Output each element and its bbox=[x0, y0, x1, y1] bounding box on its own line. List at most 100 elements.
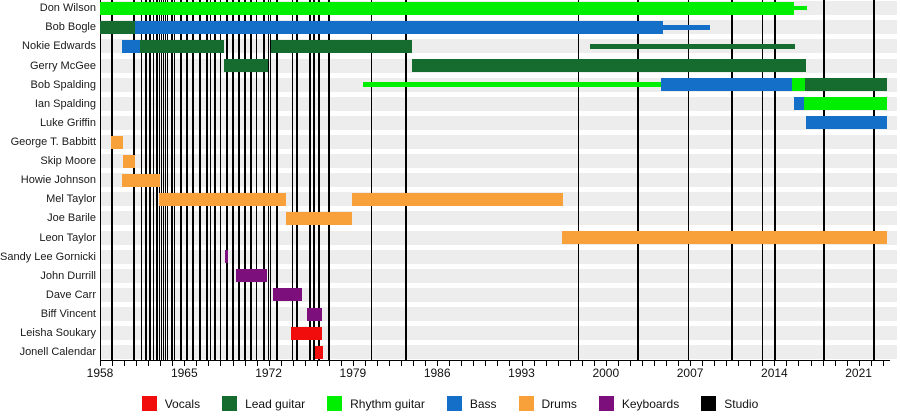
axis-year-label: 2000 bbox=[592, 366, 620, 380]
axis-tick bbox=[172, 361, 174, 366]
studio-album-line bbox=[731, 0, 733, 360]
axis-tick bbox=[280, 361, 282, 366]
studio-album-line bbox=[171, 0, 173, 360]
axis-tick bbox=[834, 361, 836, 366]
bar-rhythm-guitar bbox=[363, 82, 661, 87]
row-stripe bbox=[100, 306, 897, 321]
axis-tick bbox=[148, 361, 150, 366]
bar-keyboards bbox=[306, 307, 323, 321]
bar-lead-guitar bbox=[100, 20, 135, 34]
axis-tick bbox=[100, 361, 101, 366]
axis-year-label: 1965 bbox=[170, 366, 198, 380]
studio-album-line bbox=[219, 0, 222, 360]
studio-album-line bbox=[267, 0, 269, 360]
member-label: Bob Spalding bbox=[30, 78, 96, 91]
member-label: Nokie Edwards bbox=[22, 40, 96, 53]
axis-tick bbox=[750, 361, 752, 366]
studio-album-line bbox=[276, 0, 278, 360]
legend-color-swatch bbox=[222, 396, 238, 411]
axis-tick bbox=[714, 361, 716, 366]
studio-album-line bbox=[296, 0, 298, 360]
legend-item-bass: Bass bbox=[446, 396, 497, 411]
studio-album-line bbox=[577, 0, 580, 360]
axis-tick bbox=[485, 361, 487, 366]
studio-album-line bbox=[214, 0, 216, 360]
studio-album-line bbox=[761, 0, 764, 360]
axis-tick bbox=[268, 361, 270, 366]
axis-tick bbox=[846, 361, 848, 366]
axis-tick bbox=[208, 361, 210, 366]
member-label: John Durrill bbox=[40, 269, 96, 282]
bar-rhythm-guitar bbox=[791, 78, 805, 92]
axis-tick bbox=[798, 361, 800, 366]
axis-tick bbox=[726, 361, 728, 366]
legend: Vocals Lead guitar Rhythm guitar Bass Drums K… bbox=[0, 396, 900, 411]
axis-tick bbox=[413, 361, 415, 366]
bar-lead-guitar bbox=[224, 59, 269, 72]
studio-album-line bbox=[823, 0, 825, 360]
axis-tick bbox=[762, 361, 764, 366]
legend-item-drums: Drums bbox=[518, 396, 577, 411]
bar-drums bbox=[562, 231, 887, 244]
axis-tick bbox=[605, 361, 607, 366]
bar-bass bbox=[794, 97, 804, 111]
member-label: Joe Barile bbox=[47, 212, 96, 225]
axis-year-label: 1986 bbox=[423, 366, 451, 380]
studio-album-line bbox=[309, 0, 311, 360]
bar-drums bbox=[122, 173, 160, 187]
legend-label: Bass bbox=[469, 396, 497, 411]
row-stripe bbox=[100, 154, 897, 169]
bar-drums bbox=[285, 211, 353, 225]
bar-drums bbox=[111, 135, 123, 149]
legend-label: Keyboards bbox=[621, 396, 680, 411]
member-label: Don Wilson bbox=[39, 2, 96, 15]
studio-album-line bbox=[318, 0, 320, 360]
member-label: Mel Taylor bbox=[46, 193, 96, 206]
legend-color-swatch bbox=[518, 396, 534, 411]
studio-album-line bbox=[328, 0, 330, 360]
axis-tick bbox=[256, 361, 258, 366]
studio-album-line bbox=[160, 0, 162, 360]
studio-album-line bbox=[255, 0, 258, 360]
studio-album-line bbox=[192, 0, 194, 360]
row-stripe bbox=[100, 96, 897, 111]
axis-tick bbox=[858, 361, 860, 366]
member-label: Ian Spalding bbox=[34, 97, 96, 110]
legend-item-rhythm-guitar: Rhythm guitar bbox=[327, 396, 425, 411]
axis-tick bbox=[352, 361, 354, 366]
studio-album-line bbox=[173, 0, 176, 360]
member-label: Leon Taylor bbox=[39, 231, 96, 244]
axis-tick bbox=[521, 361, 523, 366]
legend-label: Rhythm guitar bbox=[350, 396, 425, 411]
axis-tick bbox=[364, 361, 366, 366]
studio-album-line bbox=[199, 0, 201, 360]
axis-tick bbox=[449, 361, 451, 366]
axis-tick bbox=[340, 361, 342, 366]
member-label: Gerry McGee bbox=[29, 59, 96, 72]
bar-lead-guitar bbox=[140, 39, 225, 53]
bar-bass bbox=[806, 116, 887, 130]
axis-tick bbox=[702, 361, 704, 366]
studio-album-line bbox=[226, 0, 228, 360]
axis-tick bbox=[666, 361, 667, 366]
axis-tick bbox=[497, 361, 499, 366]
row-stripe bbox=[100, 268, 897, 283]
bar-drums bbox=[159, 192, 286, 206]
axis-year-label: 1972 bbox=[255, 366, 282, 380]
studio-album-line bbox=[313, 0, 315, 360]
legend-color-swatch bbox=[141, 396, 157, 411]
member-label: Sandy Lee Gornicki bbox=[0, 250, 96, 263]
axis-year-label: 2021 bbox=[845, 366, 872, 380]
axis-tick bbox=[425, 361, 427, 366]
row-stripe bbox=[100, 134, 897, 149]
axis-tick bbox=[196, 361, 198, 366]
axis-tick bbox=[822, 361, 824, 366]
bar-rhythm-guitar bbox=[794, 5, 807, 11]
studio-album-line bbox=[269, 0, 272, 360]
member-label: Dave Carr bbox=[45, 288, 96, 301]
member-label: Biff Vincent bbox=[40, 307, 96, 320]
bar-rhythm-guitar bbox=[804, 97, 887, 111]
axis-tick bbox=[617, 361, 619, 366]
axis-tick bbox=[184, 361, 186, 366]
